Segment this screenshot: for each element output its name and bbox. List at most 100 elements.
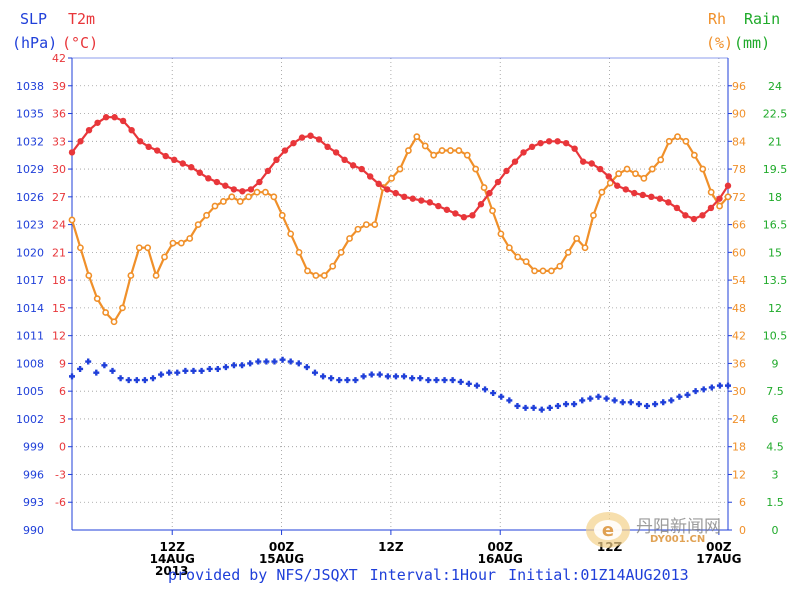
rh-label: Rh bbox=[708, 10, 727, 28]
slp-point bbox=[198, 367, 205, 374]
t2m-point bbox=[528, 143, 536, 151]
t2m-point bbox=[409, 195, 416, 202]
footer-provided-by: provided by NFS/JSQXT bbox=[168, 566, 358, 584]
rh-point bbox=[690, 151, 698, 159]
slp-point bbox=[141, 377, 148, 384]
t2m-point bbox=[111, 114, 118, 121]
t2m-point bbox=[128, 126, 135, 134]
rh-point bbox=[312, 272, 320, 279]
t2m-point bbox=[171, 156, 178, 164]
t2m-point bbox=[418, 197, 425, 204]
rh-point bbox=[447, 147, 454, 154]
rh-point bbox=[346, 235, 353, 242]
tick-labels: 9909939969991002100510081011101410171020… bbox=[16, 52, 787, 537]
rh-point bbox=[354, 225, 362, 233]
slp-tick-label: 1014 bbox=[16, 302, 44, 315]
slp-point bbox=[668, 397, 675, 404]
rh-point bbox=[388, 174, 395, 182]
t2m-point bbox=[298, 134, 306, 141]
rain-tick-label: 16.5 bbox=[763, 219, 788, 232]
rh-tick-label: 54 bbox=[732, 274, 746, 287]
rh-point bbox=[102, 309, 110, 316]
slp-point bbox=[214, 365, 221, 372]
rh-line bbox=[70, 135, 729, 323]
t2m-point bbox=[571, 145, 578, 152]
rh-point bbox=[203, 211, 210, 219]
t2m-tick-label: 39 bbox=[52, 80, 66, 93]
rh-point bbox=[236, 198, 244, 205]
slp-point bbox=[287, 358, 294, 365]
rh-point bbox=[262, 188, 269, 196]
t2m-tick-label: 6 bbox=[59, 385, 66, 398]
rh-point bbox=[405, 147, 412, 154]
t2m-point bbox=[605, 173, 612, 180]
year-label: 2013 bbox=[155, 564, 189, 578]
slp-point bbox=[182, 367, 189, 374]
slp-tick-label: 1023 bbox=[16, 219, 44, 232]
t2m-point bbox=[85, 126, 93, 134]
slp-tick-label: 1005 bbox=[16, 385, 44, 398]
t2m-point bbox=[153, 147, 161, 154]
slp-point bbox=[336, 377, 343, 384]
slp-point bbox=[684, 391, 691, 398]
t2m-point bbox=[375, 180, 382, 188]
slp-point bbox=[149, 375, 156, 382]
t2m-point bbox=[690, 215, 698, 223]
slp-point bbox=[725, 382, 731, 389]
rh-point bbox=[68, 216, 76, 224]
t2m-point bbox=[648, 193, 655, 201]
t2m-point bbox=[136, 138, 144, 145]
rh-point bbox=[219, 198, 227, 205]
rh-point bbox=[135, 244, 143, 252]
rh-point bbox=[329, 262, 337, 270]
slp-tick-label: 1038 bbox=[16, 80, 44, 93]
slp-point bbox=[660, 399, 667, 406]
t2m-point bbox=[537, 139, 544, 147]
slp-point bbox=[85, 358, 92, 365]
slp-tick-label: 1017 bbox=[16, 274, 44, 287]
rh-point bbox=[186, 235, 194, 242]
slp-point bbox=[166, 369, 173, 376]
rh-point bbox=[85, 272, 93, 279]
rh-point bbox=[287, 230, 295, 238]
t2m-point bbox=[545, 138, 553, 145]
rh-point bbox=[640, 174, 648, 182]
slp-point bbox=[716, 382, 723, 389]
t2m-point bbox=[102, 114, 110, 121]
slp-point bbox=[117, 375, 124, 382]
x-tick-label: 00Z bbox=[706, 540, 732, 554]
slp-point bbox=[700, 386, 707, 393]
t2m-point bbox=[579, 158, 587, 165]
t2m-tick-label: 42 bbox=[52, 52, 66, 65]
slp-point bbox=[506, 397, 513, 404]
x-tick-label: 12Z bbox=[378, 540, 404, 554]
slp-point bbox=[417, 375, 424, 382]
watermark-sub: DY001.CN bbox=[650, 534, 706, 545]
rain-tick-label: 15 bbox=[768, 246, 782, 259]
slp-tick-label: 1026 bbox=[16, 191, 44, 204]
watermark-logo: e 丹阳新闻网 DY001.CN bbox=[580, 500, 750, 560]
slp-unit: (hPa) bbox=[12, 34, 58, 52]
t2m-point bbox=[256, 178, 263, 186]
slp-series bbox=[69, 356, 731, 413]
rh-point bbox=[161, 253, 168, 261]
slp-point bbox=[263, 358, 270, 365]
t2m-point bbox=[230, 186, 238, 193]
rh-point bbox=[674, 133, 681, 141]
rh-point bbox=[514, 253, 522, 261]
rh-point bbox=[253, 188, 261, 196]
slp-point bbox=[490, 390, 497, 397]
slp-tick-label: 999 bbox=[23, 441, 44, 454]
t2m-tick-label: 9 bbox=[59, 357, 66, 370]
slp-point bbox=[311, 369, 318, 376]
rh-point bbox=[522, 258, 530, 266]
t2m-point bbox=[477, 201, 485, 208]
slp-point bbox=[708, 384, 715, 391]
t2m-point bbox=[188, 164, 195, 171]
slp-tick-label: 1008 bbox=[16, 357, 44, 370]
slp-point bbox=[530, 404, 537, 411]
rh-point bbox=[716, 202, 723, 210]
rh-tick-label: 0 bbox=[739, 524, 746, 537]
slp-point bbox=[384, 373, 391, 380]
rh-point bbox=[152, 272, 160, 279]
